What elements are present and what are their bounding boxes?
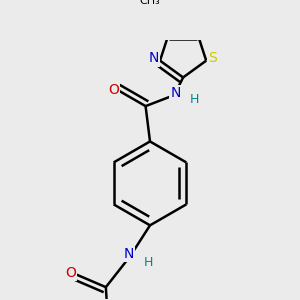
Text: H: H — [190, 93, 199, 106]
Text: S: S — [208, 51, 217, 65]
Text: O: O — [65, 266, 76, 280]
Text: N: N — [170, 86, 181, 100]
Text: N: N — [148, 51, 159, 65]
Text: CH₃: CH₃ — [140, 0, 160, 7]
Text: N: N — [124, 247, 134, 261]
Text: O: O — [108, 82, 119, 97]
Text: H: H — [144, 256, 154, 269]
